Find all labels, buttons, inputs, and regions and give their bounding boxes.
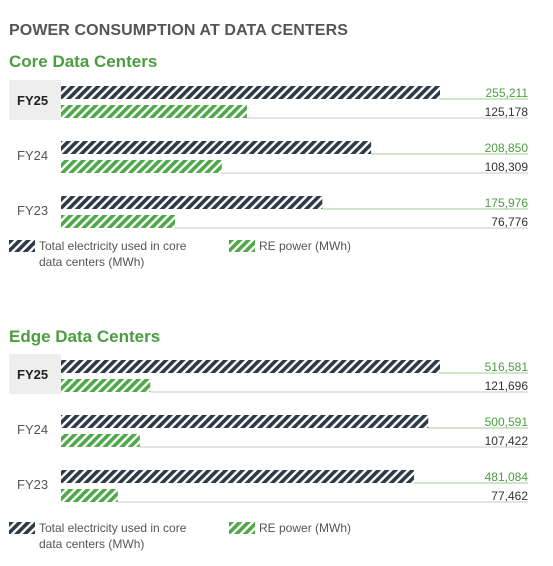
legend-re-item: RE power (MWh) xyxy=(229,238,419,254)
total-value-label: 481,084 xyxy=(485,470,529,484)
total-value-label: 175,976 xyxy=(485,196,529,210)
category-label: FY23 xyxy=(17,477,48,492)
total-bar xyxy=(61,360,440,373)
category-label: FY23 xyxy=(17,203,48,218)
core-legend: Total electricity used in core data cent… xyxy=(9,238,549,274)
total-value-label: 500,591 xyxy=(485,415,529,429)
total-value-label: 516,581 xyxy=(485,360,529,374)
re-value-label: 121,696 xyxy=(485,379,529,393)
legend-total-label: Total electricity used in core data cent… xyxy=(39,521,187,551)
re-bar xyxy=(61,434,140,447)
legend-re-label: RE power (MWh) xyxy=(259,521,352,535)
legend-total-label: Total electricity used in core data cent… xyxy=(39,239,187,269)
re-bar xyxy=(61,160,222,173)
total-bar xyxy=(61,196,323,209)
total-swatch-icon xyxy=(9,522,35,534)
re-value-label: 125,178 xyxy=(485,105,529,119)
re-value-label: 77,462 xyxy=(491,489,528,503)
highlight-row-bg xyxy=(9,354,61,394)
edge-legend: Total electricity used in core data cent… xyxy=(9,520,549,556)
category-label: FY25 xyxy=(17,93,48,108)
total-bar xyxy=(61,415,429,428)
re-bar xyxy=(61,489,118,502)
re-value-label: 107,422 xyxy=(485,434,529,448)
total-value-label: 255,211 xyxy=(486,86,529,100)
total-bar xyxy=(61,86,440,99)
total-bar xyxy=(61,141,372,154)
core-section-title: Core Data Centers xyxy=(9,52,158,71)
total-bar xyxy=(61,470,414,483)
total-value-label: 208,850 xyxy=(485,141,529,155)
legend-re-label: RE power (MWh) xyxy=(259,239,352,253)
re-swatch-icon xyxy=(229,240,255,252)
legend-total-item: Total electricity used in core data cent… xyxy=(9,520,199,552)
category-label: FY24 xyxy=(17,422,48,437)
re-bar xyxy=(61,105,247,118)
legend-re-item: RE power (MWh) xyxy=(229,520,419,536)
re-bar xyxy=(61,379,151,392)
re-swatch-icon xyxy=(229,522,255,534)
total-swatch-icon xyxy=(9,240,35,252)
category-label: FY25 xyxy=(17,367,48,382)
re-bar xyxy=(61,215,176,228)
edge-bar-chart: FY25 516,581 121,696 FY24 500,591 107,422 FY23… xyxy=(9,354,529,503)
edge-section-title: Edge Data Centers xyxy=(9,327,161,346)
core-bar-chart: FY25 255,211 125,178 FY24 208,850 108,309 FY23… xyxy=(9,80,529,229)
highlight-row-bg xyxy=(9,80,61,120)
page-title: POWER CONSUMPTION AT DATA CENTERS xyxy=(9,22,348,39)
re-value-label: 76,776 xyxy=(491,215,528,229)
re-value-label: 108,309 xyxy=(485,160,529,174)
category-label: FY24 xyxy=(17,148,48,163)
legend-total-item: Total electricity used in core data cent… xyxy=(9,238,199,270)
